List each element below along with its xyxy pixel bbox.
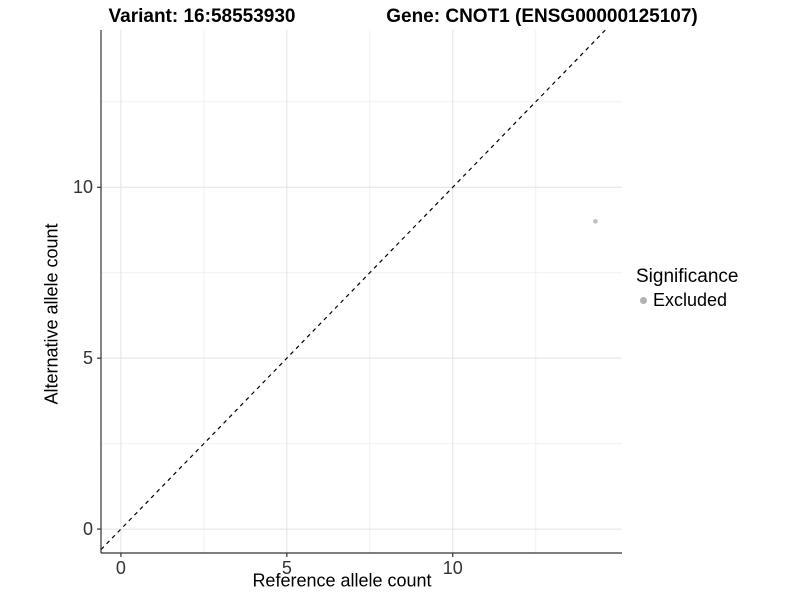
y-tick-label: 10 (73, 177, 93, 197)
legend-item-excluded: Excluded (636, 290, 738, 311)
plot-title-variant: Variant: 16:58553930 (108, 6, 296, 27)
x-tick-label: 5 (282, 558, 292, 578)
y-tick-label: 5 (83, 348, 93, 368)
x-axis-title: Reference allele count (252, 570, 432, 591)
legend-title: Significance (636, 266, 739, 287)
circle-marker-icon (640, 297, 647, 304)
y-axis-title: Alternative allele count (41, 223, 62, 405)
legend: Significance Excluded (636, 266, 738, 311)
x-tick-label: 0 (116, 558, 126, 578)
data-point (593, 219, 598, 224)
y-tick-label: 0 (83, 519, 93, 539)
legend-item-label: Excluded (653, 290, 728, 310)
x-tick-label: 10 (443, 558, 463, 578)
identity-reference-line (100, 29, 606, 550)
plot-title-gene: Gene: CNOT1 (ENSG00000125107) (386, 6, 698, 27)
